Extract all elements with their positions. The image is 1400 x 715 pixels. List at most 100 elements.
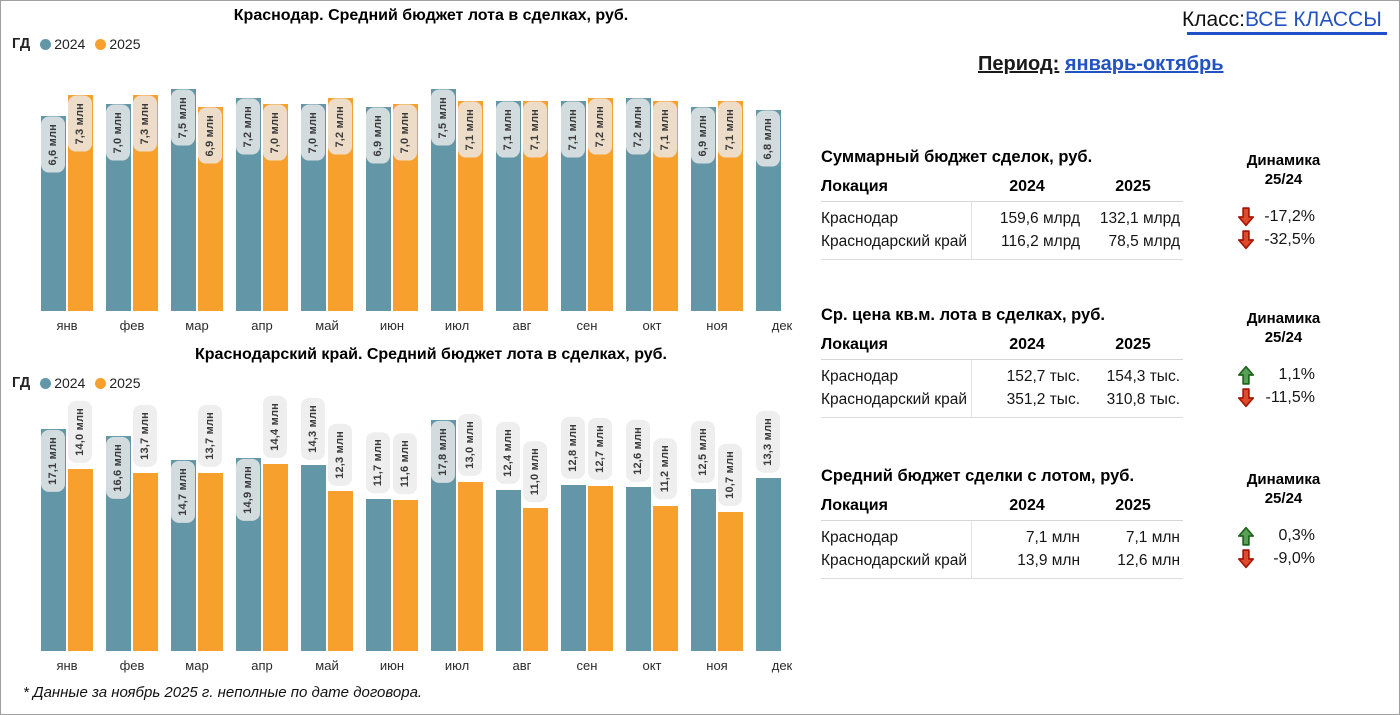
bar-value-label: 13,7 млн [133,405,157,468]
legend-dot-2024-icon [40,377,52,389]
bar-value-label: 16,6 млн [106,436,130,499]
column-header: 2024 [1009,497,1045,514]
location-cell: Краснодарский край [821,390,967,408]
dynamics-column: Динамика 25/24 0,3% -9,0% [1226,467,1356,570]
value-cell: 310,8 тыс. [1106,390,1180,408]
arrow-down-icon [1237,229,1255,249]
value-cell: 13,9 млн [1017,551,1080,569]
table-row: Краснодар 159,6 млрд 132,1 млрд [821,207,1183,230]
bar-2025-сен[interactable] [588,486,613,651]
bar-2024-ноя[interactable] [691,488,716,651]
bar-value-label: 7,1 млн [496,101,520,158]
stat-table-title: Средний бюджет сделки с лотом, руб. [821,467,1135,485]
bar-value-label: 17,1 млн [41,430,65,492]
bar-value-label: 17,8 млн [431,420,455,483]
bar-2024-май[interactable] [301,465,326,651]
bar-value-label: 11,2 млн [653,438,677,500]
location-cell: Краснодар [821,209,899,227]
legend-prefix: ГД [12,36,31,52]
bar-value-label: 7,0 млн [393,104,417,161]
period-value-link[interactable]: январь-октябрь [1064,53,1224,75]
value-cell: 7,1 млн [1025,528,1080,546]
bar-2025-апр[interactable] [263,464,288,651]
bar-2025-фев[interactable] [133,473,158,651]
class-value-link[interactable]: ВСЕ КЛАССЫ [1245,8,1382,31]
bar-2025-июн[interactable] [393,500,418,651]
stat-table-title: Суммарный бюджет сделок, руб. [821,148,1093,166]
bar-value-label: 7,1 млн [458,101,482,158]
legend-item-2025[interactable]: 2025 [95,36,141,52]
column-header: Локация [821,497,888,514]
bar-2024-сен[interactable] [561,484,586,651]
bar-value-label: 11,7 млн [366,431,390,494]
stat-table-total-budget: Суммарный бюджет сделок, руб. Локация 2024… [821,148,1387,260]
bar-value-label: 7,2 млн [328,98,352,155]
bar-2024-июн[interactable] [366,499,391,651]
x-axis-label: сен [576,658,598,673]
bar-2025-окт[interactable] [653,505,678,651]
dynamics-value: -32,5% [1264,230,1315,248]
bar-2024-авг[interactable] [496,490,521,651]
dynamics-row: 1,1% [1237,363,1315,386]
x-axis-label: мар [185,318,209,333]
table-row: Краснодарский край 13,9 млн 12,6 млн [821,549,1183,572]
bar-value-label: 7,0 млн [301,104,325,161]
bar-2025-авг[interactable] [523,508,548,651]
bar-2024-дек[interactable] [756,478,781,651]
stat-table-grid: Локация 2024 2025 Краснодар 152,7 тыс. 154,3 … [821,331,1183,418]
bar-value-label: 7,2 млн [236,98,260,155]
bar-2025-май[interactable] [328,491,353,651]
bar-value-label: 13,3 млн [756,410,780,473]
dynamics-value: -9,0% [1273,549,1315,567]
arrow-up-icon [1237,365,1255,385]
x-axis-label: июл [444,318,470,333]
bar-value-label: 7,3 млн [133,95,157,152]
stat-table-avg-deal-budget: Средний бюджет сделки с лотом, руб. Локац… [821,467,1387,579]
bar-value-label: 12,4 млн [496,422,520,485]
value-cell: 132,1 млрд [1099,209,1180,227]
bar-2025-ноя[interactable] [718,512,743,651]
bar-value-label: 7,5 млн [171,89,195,146]
bar-2024-окт[interactable] [626,487,651,651]
bar-value-label: 12,5 млн [691,420,715,483]
legend-dot-2024-icon [40,38,52,50]
bar-value-label: 12,3 млн [328,423,352,486]
x-axis-label: июн [379,658,405,673]
legend-item-2025[interactable]: 2025 [95,375,141,391]
bar-2025-июл[interactable] [458,482,483,651]
value-cell: 116,2 млрд [1001,232,1080,250]
dynamics-header: Динамика 25/24 [1246,471,1321,507]
period-label: Период: [978,53,1060,75]
x-axis-label: янв [56,658,78,673]
dynamics-row: 0,3% [1237,524,1315,547]
bar-value-label: 6,9 млн [198,107,222,164]
location-cell: Краснодарский край [821,232,967,250]
stat-table-grid: Локация 2024 2025 Краснодар 159,6 млрд 132,1 … [821,173,1183,260]
dynamics-header: Динамика 25/24 [1246,152,1321,188]
x-axis-label: окт [642,658,662,673]
dynamics-column: Динамика 25/24 1,1% -11,5% [1226,306,1356,409]
bar-value-label: 14,9 млн [236,458,260,521]
bar-value-label: 14,7 млн [171,461,195,524]
bar-value-label: 14,4 млн [263,396,287,459]
bar-2025-мар[interactable] [198,473,223,651]
dynamics-value: -17,2% [1264,207,1315,225]
location-cell: Краснодарский край [821,551,967,569]
legend-item-2024[interactable]: 2024 [40,36,85,52]
bar-2025-янв[interactable] [68,469,93,651]
bar-value-label: 6,8 млн [756,110,780,167]
x-axis-label: дек [771,658,793,673]
stat-table-sqm-price: Ср. цена кв.м. лота в сделках, руб. Локац… [821,306,1387,418]
x-axis-label: июл [444,658,470,673]
table-row: Краснодарский край 116,2 млрд 78,5 млрд [821,230,1183,253]
x-axis-label: авг [512,318,532,333]
bar-value-label: 7,2 млн [588,98,612,155]
legend-item-2024[interactable]: 2024 [40,375,85,391]
dynamics-value: -11,5% [1265,388,1315,406]
arrow-down-icon [1237,548,1255,568]
column-header: 2025 [1115,336,1151,353]
table-row: Краснодарский край 351,2 тыс. 310,8 тыс. [821,388,1183,411]
legend-dot-2025-icon [95,377,107,389]
column-header: 2024 [1009,336,1045,353]
bar-value-label: 14,0 млн [68,401,92,464]
